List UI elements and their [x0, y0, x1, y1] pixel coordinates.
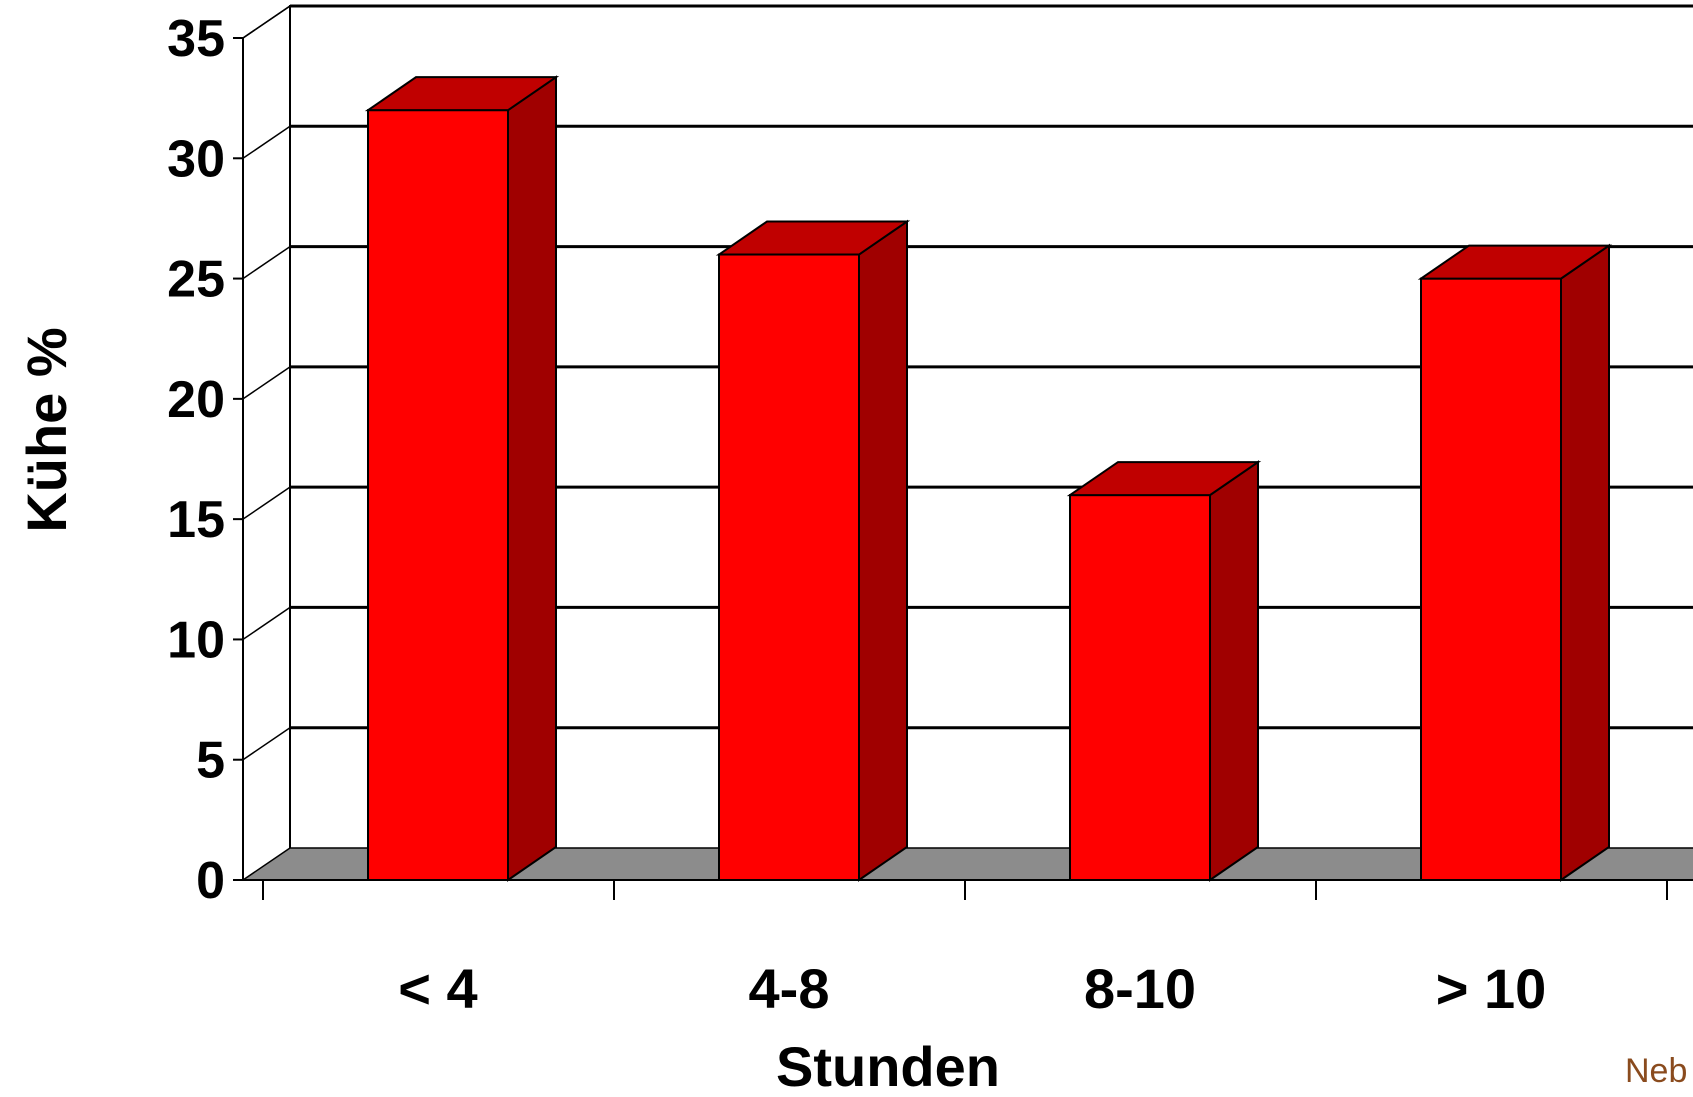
bar	[364, 75, 560, 882]
bar-front	[367, 109, 509, 881]
y-tick-label: 10	[167, 611, 225, 669]
gridline-side	[242, 245, 291, 280]
bar-front	[1420, 277, 1562, 882]
gridline-side	[242, 366, 291, 400]
y-tick-label: 30	[167, 130, 225, 188]
y-tick-label: 20	[167, 371, 225, 429]
y-axis-title: Kühe %	[15, 327, 78, 532]
x-tick-label: > 10	[1436, 957, 1547, 1020]
bar-side	[507, 75, 557, 882]
gridline-side	[242, 125, 291, 159]
bar-top	[1417, 244, 1613, 280]
x-tick-label: 8-10	[1084, 957, 1196, 1020]
bar-top	[364, 76, 560, 112]
x-axis-title: Stunden	[776, 1035, 1000, 1097]
bar-side	[1560, 243, 1610, 882]
x-tick-labels: < 4 4-8 8-10 > 10	[398, 957, 1546, 1020]
gridline-side	[242, 5, 291, 39]
gridline-side	[242, 486, 291, 520]
y-tick-labels: 0 5 10 15 20 25 30 35	[167, 10, 225, 910]
y-tick-label: 25	[167, 251, 225, 309]
axes	[233, 37, 1693, 900]
source-credit: Neb	[1625, 1052, 1687, 1090]
y-tick-label: 5	[196, 732, 225, 790]
bar-side	[858, 219, 908, 882]
bar-top	[715, 220, 911, 256]
y-tick-label: 15	[167, 491, 225, 549]
x-tick-label: < 4	[398, 957, 477, 1020]
bar	[1066, 460, 1262, 882]
bar-side	[1209, 460, 1259, 882]
bar-front	[1069, 494, 1211, 881]
gridline-side	[242, 727, 291, 761]
bar	[1417, 243, 1613, 882]
x-tick-label: 4-8	[749, 957, 830, 1020]
bars	[364, 75, 1613, 882]
bar-top	[1066, 461, 1262, 497]
y-tick-label: 35	[167, 10, 225, 68]
y-tick-label: 0	[196, 852, 225, 910]
gridline-side	[242, 606, 291, 641]
bar-front	[718, 253, 860, 881]
bar	[715, 219, 911, 882]
